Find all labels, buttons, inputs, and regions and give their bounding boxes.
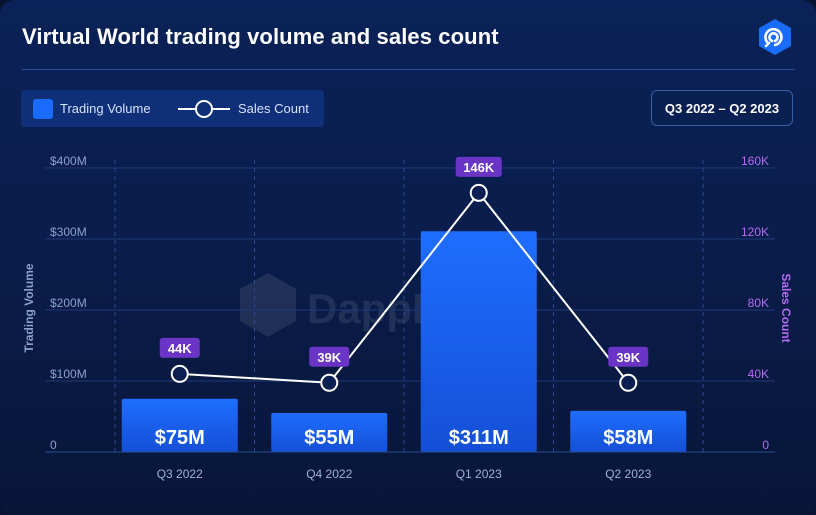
period-selector[interactable]: Q3 2022 – Q2 2023: [651, 90, 793, 126]
y-tick-label-right: 40K: [748, 367, 769, 381]
title-divider: [22, 69, 795, 70]
y-tick-label-right: 160K: [741, 154, 769, 168]
legend-volume-label: Trading Volume: [60, 101, 151, 116]
x-tick-label: Q3 2022: [157, 467, 203, 481]
dappradar-logo-icon: [759, 19, 791, 55]
y-axis-title-left: Trading Volume: [22, 263, 36, 352]
y-tick-label-left: $300M: [50, 225, 87, 239]
sales-badge-label: 44K: [168, 341, 192, 356]
x-tick-label: Q4 2022: [306, 467, 352, 481]
sales-line: [179, 191, 630, 384]
sales-badge-label: 39K: [317, 350, 341, 365]
sales-badge-label: 146K: [463, 160, 495, 175]
sales-badge: [159, 337, 200, 358]
sales-badge: [608, 346, 649, 367]
bar: [570, 410, 687, 452]
legend-volume-swatch: [33, 99, 53, 119]
bar-value-label: $75M: [155, 427, 205, 449]
y-axis-title-right: Sales Count: [779, 273, 793, 342]
legend-sales-line-icon: [178, 100, 230, 118]
sales-point: [320, 373, 339, 392]
sales-badge-label: 39K: [616, 350, 640, 365]
bar-value-label: $55M: [304, 427, 354, 449]
bar: [271, 412, 388, 452]
bar: [420, 231, 537, 452]
x-tick-label: Q1 2023: [456, 467, 502, 481]
sales-badge: [309, 346, 350, 367]
bar-value-label: $311M: [449, 427, 509, 449]
y-tick-label-left: $100M: [50, 367, 87, 381]
legend-sales-label: Sales Count: [238, 101, 309, 116]
legend: Trading Volume Sales Count: [21, 90, 324, 127]
x-tick-label: Q2 2023: [605, 467, 651, 481]
y-tick-label-right: 120K: [741, 225, 769, 239]
y-tick-label-left: 0: [50, 438, 57, 452]
y-tick-label-left: $200M: [50, 296, 87, 310]
sales-point: [170, 364, 189, 383]
y-tick-label-left: $400M: [50, 154, 87, 168]
sales-badge: [455, 156, 502, 177]
page-title: Virtual World trading volume and sales c…: [22, 24, 499, 49]
watermark-logo-icon: [240, 273, 296, 337]
sales-point: [619, 373, 638, 392]
y-tick-label-right: 80K: [748, 296, 769, 310]
bar-value-label: $58M: [603, 427, 653, 449]
y-tick-label-right: 0: [762, 438, 769, 452]
bar: [121, 398, 238, 452]
sales-point: [469, 183, 488, 202]
